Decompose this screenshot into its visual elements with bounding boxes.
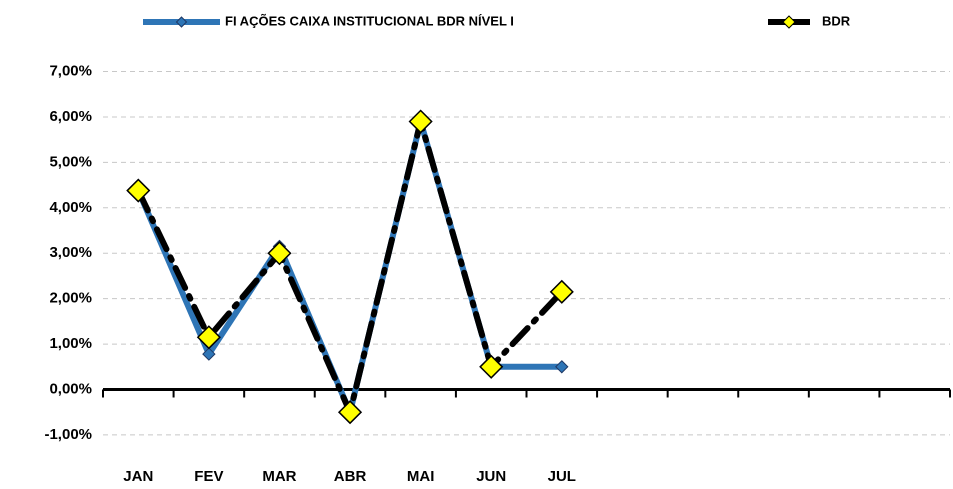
y-tick-label: 7,00% <box>49 63 92 80</box>
y-tick-label: 2,00% <box>49 290 92 307</box>
legend-label: BDR <box>822 13 851 28</box>
x-tick-label: MAR <box>262 468 296 485</box>
point <box>337 400 363 425</box>
x-tick-label: JAN <box>123 468 153 485</box>
x-tick-label: MAI <box>407 468 435 485</box>
point <box>267 241 292 266</box>
y-tick-label: 3,00% <box>49 244 92 261</box>
point <box>555 360 569 374</box>
y-tick-label: 4,00% <box>49 199 92 216</box>
y-tick-label: 0,00% <box>49 380 92 397</box>
y-tick-label: -1,00% <box>44 426 92 443</box>
point <box>479 354 504 379</box>
x-tick-label: ABR <box>334 468 367 485</box>
point <box>196 325 221 350</box>
legend: FI AÇÕES CAIXA INSTITUCIONAL BDR NÍVEL I… <box>143 13 851 29</box>
y-tick-label: 1,00% <box>49 335 92 352</box>
x-tick-label: JUN <box>476 468 506 485</box>
x-tick-label: JUL <box>548 468 576 485</box>
legend-marker <box>175 16 188 28</box>
y-tick-label: 5,00% <box>49 153 92 170</box>
y-tick-label: 6,00% <box>49 108 92 125</box>
legend-marker <box>782 15 796 29</box>
point <box>126 178 151 203</box>
x-tick-label: FEV <box>194 468 223 485</box>
point <box>549 279 574 304</box>
point <box>408 109 433 134</box>
point <box>202 347 216 361</box>
legend-label: FI AÇÕES CAIXA INSTITUCIONAL BDR NÍVEL I <box>225 13 514 28</box>
